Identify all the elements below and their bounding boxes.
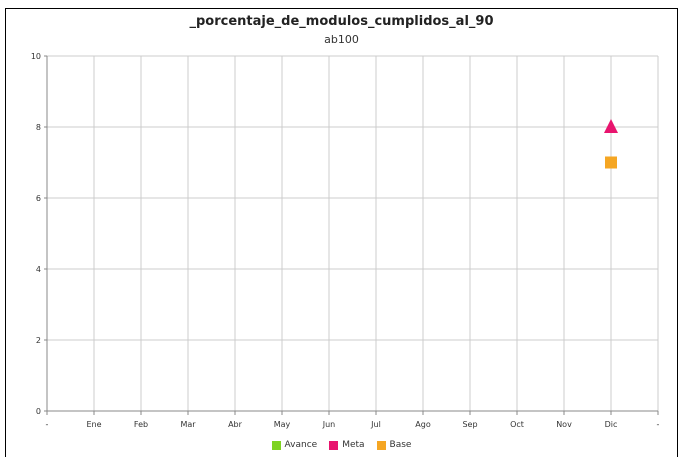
x-tick-label: -: [46, 420, 49, 429]
point-meta: [604, 119, 618, 133]
chart-plot: 0 2 4 6 8 10 - Ene Feb Mar Abr May Jun Jul Ago Sep Oct No…: [31, 52, 660, 429]
legend-label: Base: [389, 440, 412, 450]
y-tick-label: 2: [36, 336, 41, 345]
chart-frame: [5, 8, 678, 457]
tick-labels: 0 2 4 6 8 10 - Ene Feb Mar Abr May Jun Jul Ago Sep Oct No…: [31, 52, 660, 429]
y-tick-label: 8: [36, 123, 41, 132]
legend-item-meta[interactable]: Meta: [329, 440, 365, 451]
legend: Avance Meta Base: [0, 440, 683, 451]
x-tick-label: Oct: [510, 420, 524, 429]
x-tick-label: May: [274, 420, 291, 429]
x-tick-label: Ene: [86, 420, 101, 429]
legend-label: Meta: [342, 440, 365, 450]
x-tick-label: Abr: [228, 420, 243, 429]
x-tick-label: Ago: [415, 420, 431, 429]
x-tick-label: Jun: [322, 420, 336, 429]
legend-item-avance[interactable]: Avance: [271, 440, 318, 451]
grid-lines: [47, 55, 659, 411]
point-base: [605, 156, 617, 169]
x-tick-label: Sep: [462, 420, 477, 429]
y-tick-label: 4: [36, 265, 41, 274]
y-tick-label: 0: [36, 407, 41, 416]
x-tick-label: Nov: [556, 420, 572, 429]
data-marks: [604, 119, 618, 169]
chart-title: _porcentaje_de_modulos_cumplidos_al_90: [189, 14, 494, 29]
y-tick-label: 10: [31, 52, 41, 61]
x-tick-label: -: [657, 420, 660, 429]
legend-swatch: [376, 440, 386, 450]
x-tick-label: Feb: [134, 420, 148, 429]
legend-label: Avance: [284, 440, 318, 450]
x-tick-label: Jul: [370, 420, 381, 429]
x-tick-label: Dic: [605, 420, 618, 429]
legend-swatch: [271, 440, 281, 450]
chart-subtitle: ab100: [324, 33, 359, 46]
legend-swatch: [329, 440, 339, 450]
x-tick-label: Mar: [180, 420, 196, 429]
y-tick-label: 6: [36, 194, 41, 203]
legend-item-base[interactable]: Base: [376, 440, 412, 451]
axes: [44, 55, 659, 415]
